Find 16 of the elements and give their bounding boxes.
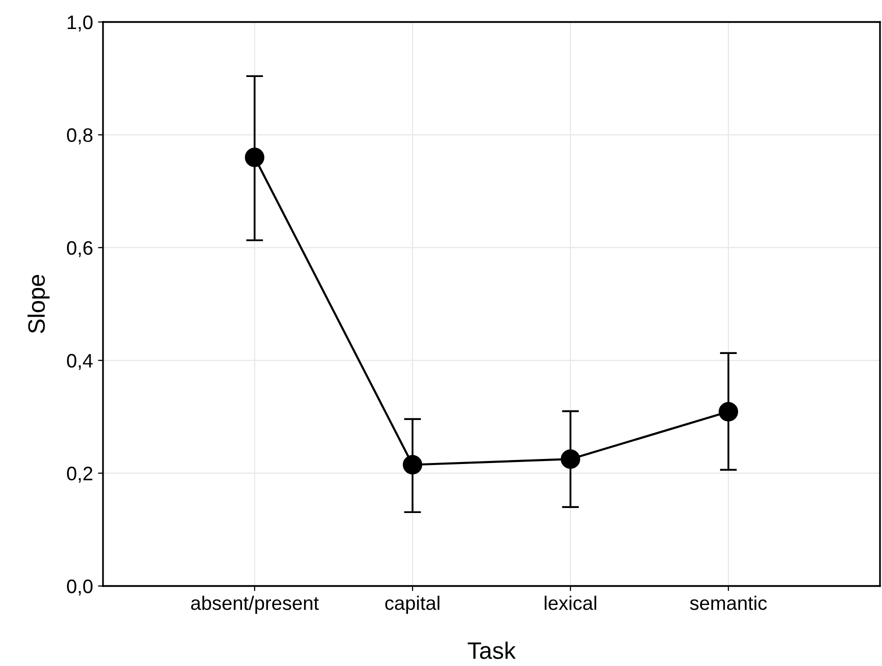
y-axis-title: Slope bbox=[28, 274, 50, 334]
x-axis-title: Task bbox=[468, 642, 516, 659]
point bbox=[244, 148, 264, 168]
y-tick-label: 0,2 bbox=[67, 466, 92, 483]
y-tick-label: 0,0 bbox=[67, 579, 93, 596]
point bbox=[718, 402, 738, 422]
point bbox=[402, 455, 422, 474]
y-tick-label: 0,8 bbox=[67, 128, 92, 144]
point bbox=[560, 449, 580, 469]
y-tick-label: 0,4 bbox=[67, 354, 93, 370]
x-tick-label: capital bbox=[385, 596, 440, 614]
x-tick-label: semantic bbox=[690, 596, 767, 610]
y-tick-label: 1,0 bbox=[68, 15, 93, 32]
y-tick-label: 0,6 bbox=[67, 241, 92, 258]
x-tick-label: absent/present bbox=[191, 596, 319, 614]
x-tick-label: lexical bbox=[544, 596, 596, 610]
